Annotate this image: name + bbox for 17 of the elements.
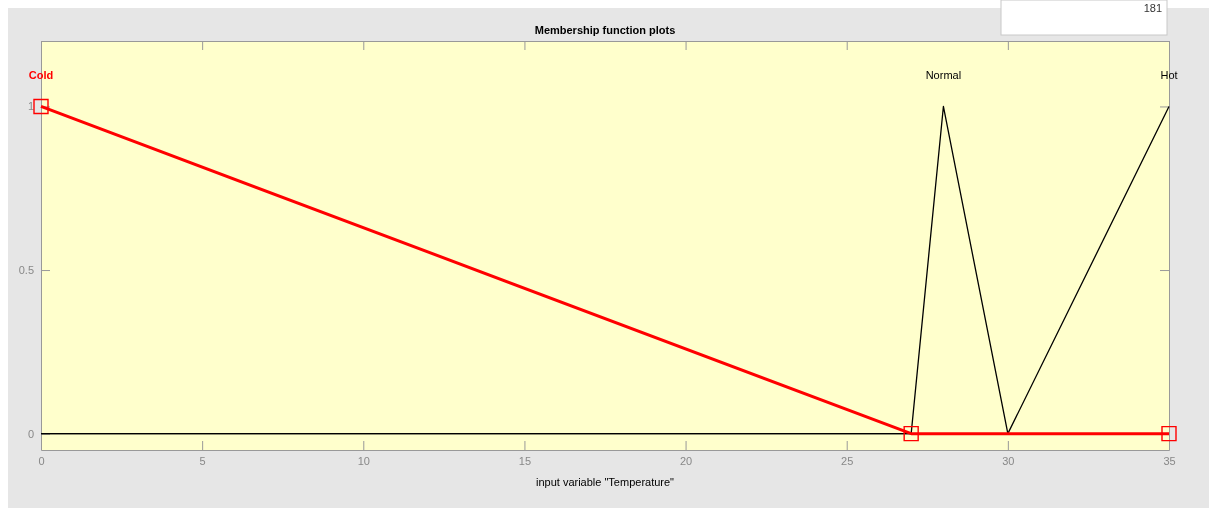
x-tick-label: 0 [38, 454, 45, 467]
y-tick-label: 1 [27, 100, 34, 113]
x-tick-label: 30 [1002, 454, 1015, 467]
x-axis-title: input variable "Temperature" [535, 476, 675, 488]
x-tick-label: 5 [199, 454, 206, 467]
chart-title: Membership function plots [534, 24, 676, 36]
x-tick-label: 15 [518, 454, 532, 467]
text: Hot [1160, 69, 1178, 81]
series-label: Cold [28, 69, 54, 81]
x-tick-label: 10 [357, 454, 370, 467]
y-tick-label: 0 [27, 427, 34, 440]
y-tick-label: 0.5 [18, 264, 34, 277]
text: 181 [1143, 2, 1162, 14]
x-tick-label: 25 [841, 454, 854, 467]
text: Normal [925, 69, 962, 81]
x-tick-label: 35 [1163, 454, 1176, 467]
x-tick-label: 20 [679, 454, 693, 467]
